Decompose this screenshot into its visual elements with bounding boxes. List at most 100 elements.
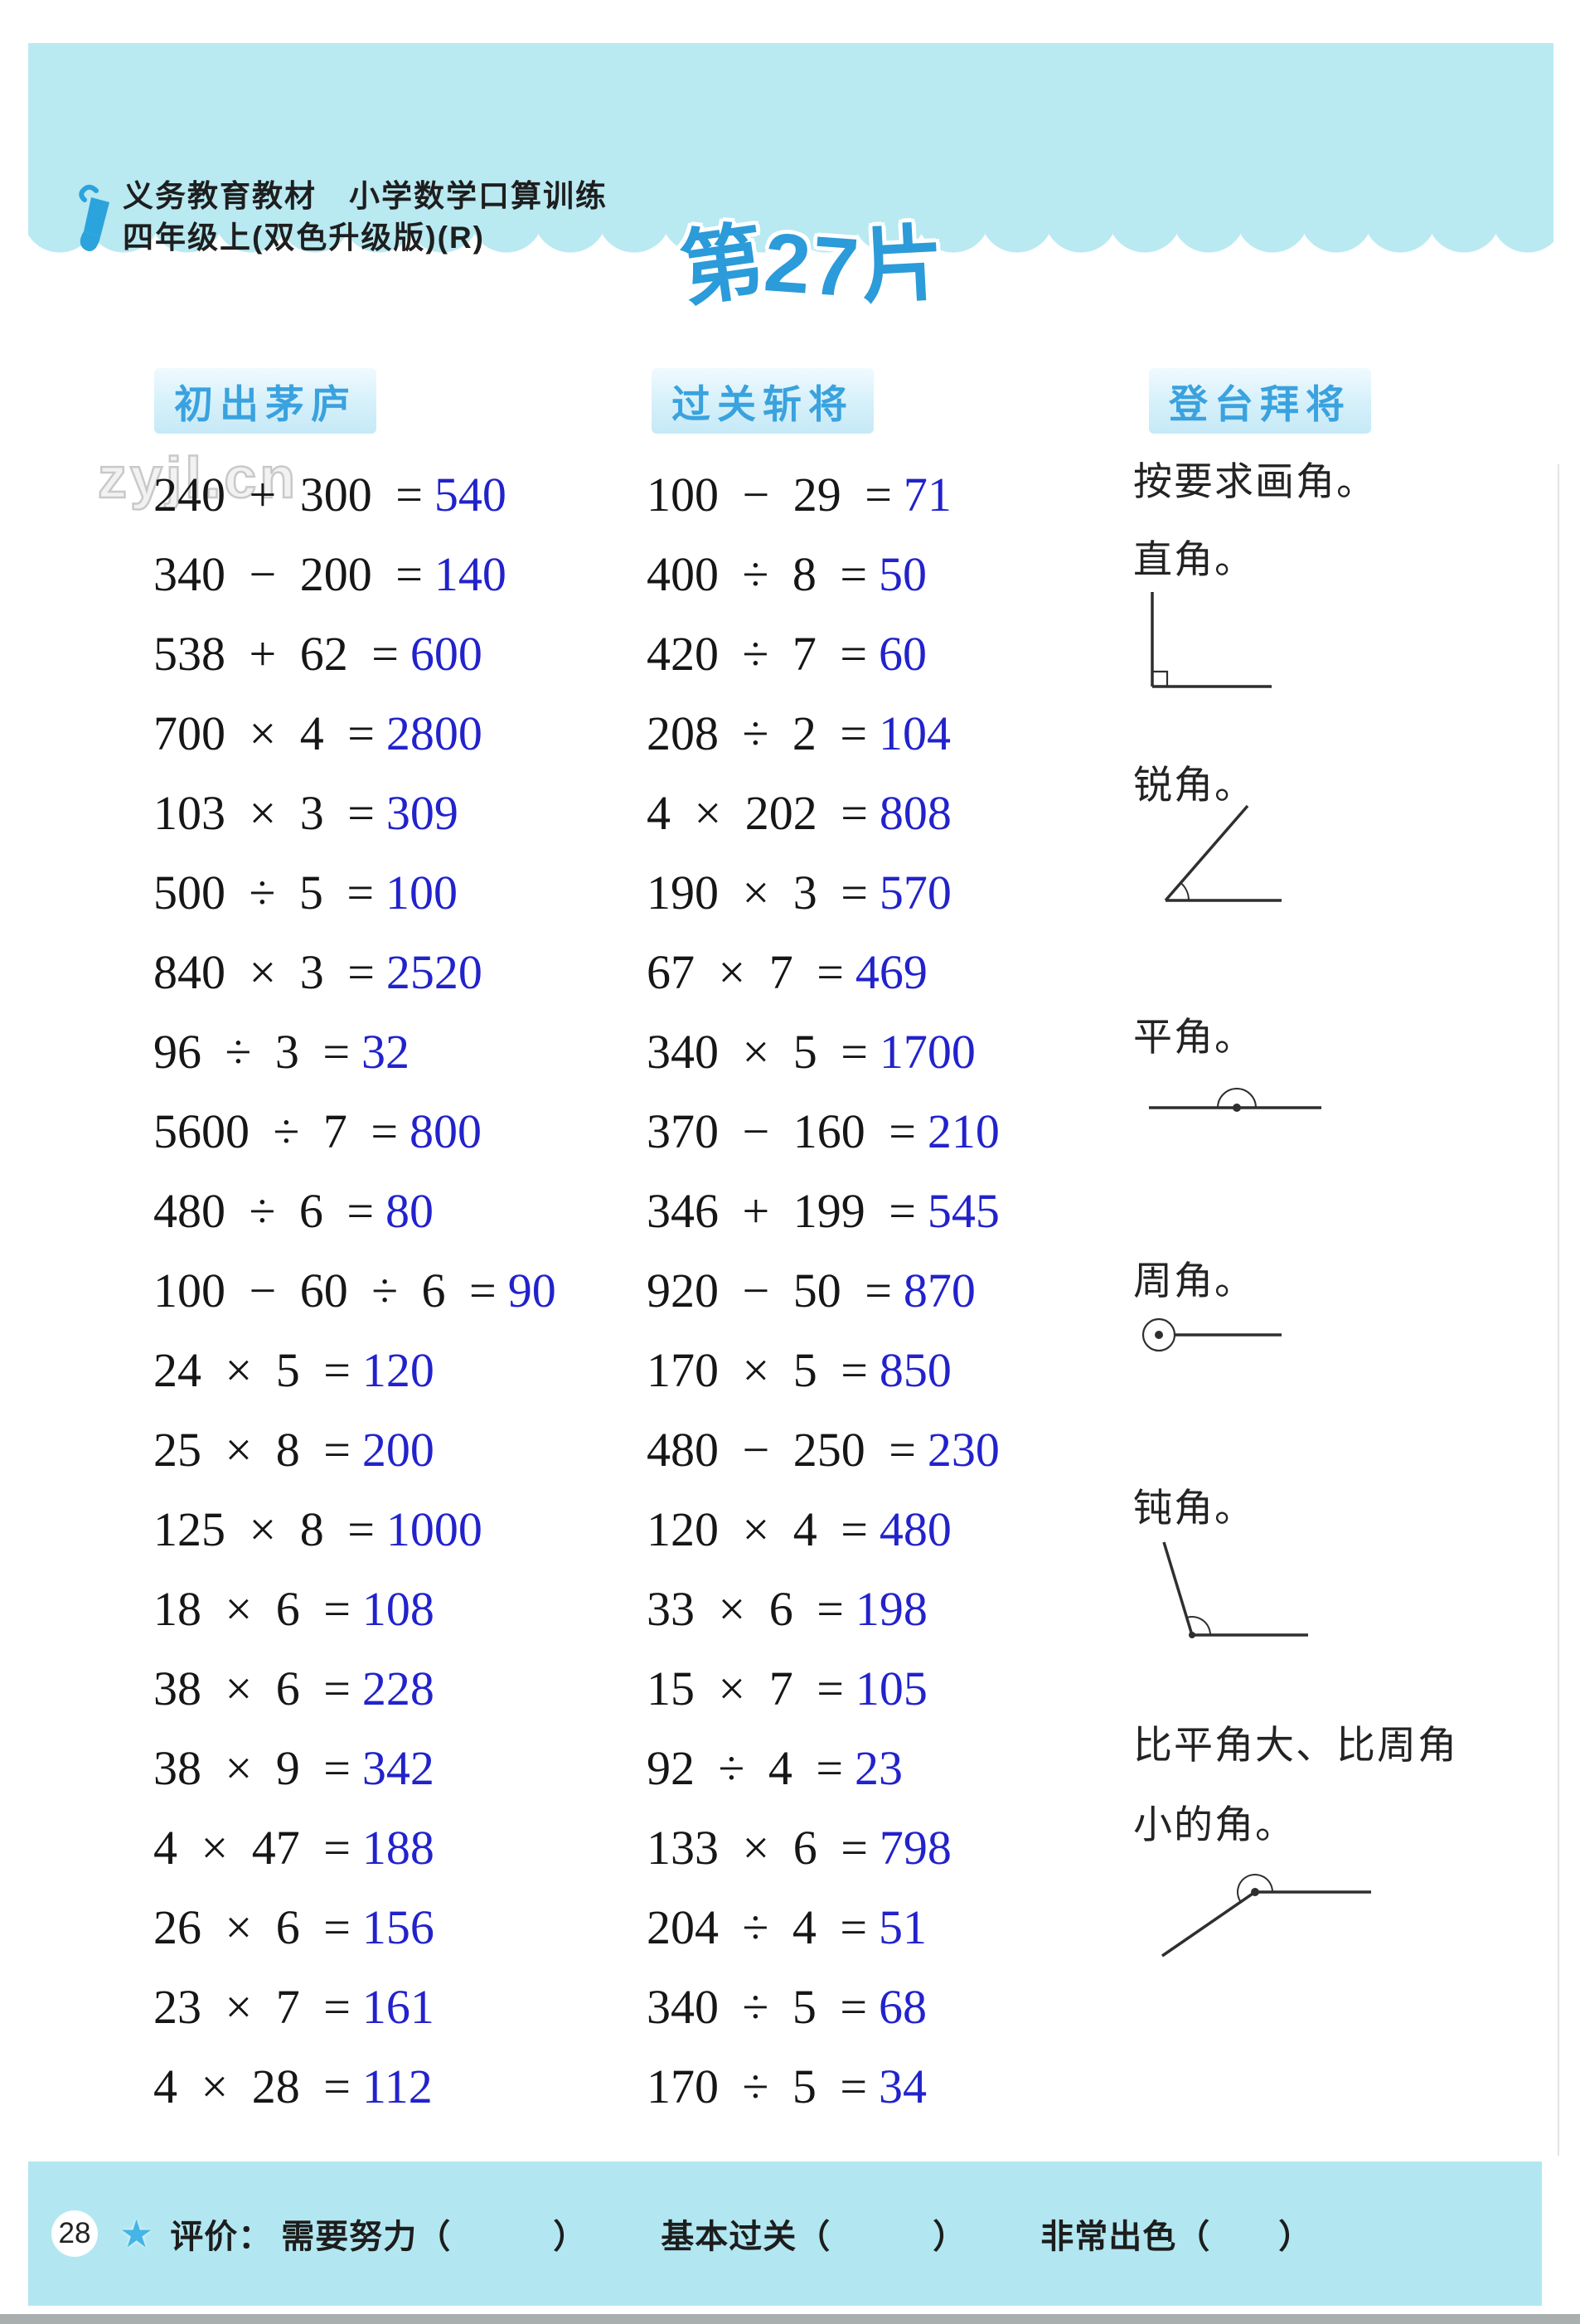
- math-problem-row: 920 − 50 = 870: [647, 1250, 1000, 1330]
- math-problem-row: 4 × 202 = 808: [647, 773, 1000, 852]
- problem-expression: 4 × 47 =: [153, 1820, 351, 1875]
- obtuse-angle-figure: [1154, 1532, 1316, 1644]
- problem-expression: 538 + 62 =: [153, 626, 399, 681]
- math-problem-row: 100 − 60 ÷ 6 = 90: [153, 1250, 556, 1330]
- problem-answer: 32: [361, 1024, 410, 1079]
- page-title: 第27片: [638, 197, 986, 318]
- problem-expression: 480 ÷ 6 =: [153, 1183, 375, 1238]
- section-header-warmup: 初出茅庐: [154, 368, 376, 434]
- problem-answer: 545: [927, 1183, 1000, 1238]
- masthead: 义务教育教材 小学数学口算训练 四年级上(双色升级版)(R): [123, 176, 608, 259]
- problem-answer: 480: [879, 1502, 952, 1556]
- math-problem-row: 420 ÷ 7 = 60: [647, 614, 1000, 693]
- page-title-part: 第: [675, 213, 772, 318]
- watermark: zyjl.cn: [97, 444, 298, 512]
- problem-expression: 18 × 6 =: [153, 1581, 351, 1636]
- math-problem-row: 480 ÷ 6 = 80: [153, 1171, 556, 1250]
- problem-answer: 198: [855, 1581, 928, 1636]
- math-problem-row: 340 × 5 = 1700: [647, 1012, 1000, 1091]
- problem-answer: 309: [385, 785, 458, 840]
- math-problem-row: 33 × 6 = 198: [647, 1569, 1000, 1648]
- problem-answer: 140: [434, 546, 506, 601]
- problem-answer: 1700: [879, 1024, 976, 1079]
- problem-answer: 798: [879, 1820, 952, 1875]
- math-problem-row: 120 × 4 = 480: [647, 1489, 1000, 1569]
- problem-expression: 340 − 200 =: [153, 546, 423, 601]
- page-title-part: 片: [858, 216, 948, 314]
- problem-expression: 4 × 202 =: [647, 785, 868, 840]
- problem-expression: 67 × 7 =: [647, 944, 844, 999]
- math-problem-row: 240 + 300 = 540: [153, 454, 556, 534]
- problem-answer: 71: [903, 467, 952, 522]
- problem-answer: 34: [879, 2059, 928, 2113]
- problem-expression: 103 × 3 =: [153, 785, 375, 840]
- problem-answer: 108: [361, 1581, 434, 1636]
- problem-expression: 700 × 4 =: [153, 706, 375, 760]
- scan-edge-line: [1558, 464, 1559, 2156]
- problem-expression: 208 ÷ 2 =: [647, 706, 868, 760]
- math-problem-row: 103 × 3 = 309: [153, 773, 556, 852]
- math-problem-row: 170 × 5 = 850: [647, 1330, 1000, 1409]
- math-problem-row: 5600 ÷ 7 = 800: [153, 1091, 556, 1171]
- problem-answer: 600: [410, 626, 482, 681]
- problem-answer: 104: [879, 706, 952, 760]
- math-problem-row: 18 × 6 = 108: [153, 1569, 556, 1648]
- problem-answer: 50: [879, 546, 928, 601]
- footer-band: 28 ★ 评价： 需要努力（ ） 基本过关（ ） 非常出色（ ）: [28, 2161, 1542, 2306]
- problem-answer: 188: [361, 1820, 434, 1875]
- problem-expression: 23 × 7 =: [153, 1979, 351, 2034]
- problem-answer: 570: [879, 865, 952, 919]
- math-problem-row: 26 × 6 = 156: [153, 1887, 556, 1967]
- problem-answer: 68: [879, 1979, 928, 2034]
- math-problem-row: 38 × 6 = 228: [153, 1648, 556, 1728]
- problem-answer: 90: [507, 1263, 556, 1317]
- math-problem-row: 190 × 3 = 570: [647, 852, 1000, 932]
- problem-expression: 340 × 5 =: [647, 1024, 868, 1079]
- problem-answer: 120: [361, 1342, 434, 1397]
- page-title-part: 27: [761, 216, 864, 315]
- evaluation-label: 评价：: [170, 2218, 273, 2255]
- problem-expression: 204 ÷ 4 =: [647, 1899, 868, 1954]
- problem-answer: 200: [361, 1422, 434, 1477]
- problem-column-1: 240 + 300 = 540 340 − 200 = 140 538 + 62 = 60…: [153, 454, 556, 2126]
- math-problem-row: 480 − 250 = 230: [647, 1409, 1000, 1489]
- math-problem-row: 208 ÷ 2 = 104: [647, 693, 1000, 773]
- math-problem-row: 25 × 8 = 200: [153, 1409, 556, 1489]
- math-problem-row: 500 ÷ 5 = 100: [153, 852, 556, 932]
- evaluation-option-needs-work: 需要努力（ ）: [281, 2218, 588, 2255]
- page-number-badge: 28: [51, 2210, 98, 2257]
- masthead-logo-icon: [76, 184, 118, 268]
- problem-expression: 25 × 8 =: [153, 1422, 351, 1477]
- math-problem-row: 700 × 4 = 2800: [153, 693, 556, 773]
- straight-angle-label: 平角。: [1133, 1016, 1255, 1060]
- straight-angle-figure: [1144, 1070, 1326, 1116]
- problem-expression: 170 × 5 =: [647, 1342, 868, 1397]
- problem-expression: 346 + 199 =: [647, 1183, 916, 1238]
- math-problem-row: 24 × 5 = 120: [153, 1330, 556, 1409]
- problem-answer: 2800: [385, 706, 482, 760]
- evaluation-option-pass: 基本过关（ ）: [661, 2218, 967, 2255]
- problem-answer: 60: [879, 626, 928, 681]
- problem-expression: 120 × 4 =: [647, 1502, 868, 1556]
- problem-expression: 15 × 7 =: [647, 1661, 844, 1715]
- problem-answer: 230: [927, 1422, 1000, 1477]
- problem-expression: 38 × 9 =: [153, 1740, 351, 1795]
- problem-answer: 850: [879, 1342, 952, 1397]
- evaluation-line: 评价： 需要努力（ ） 基本过关（ ） 非常出色（ ）: [170, 2210, 1312, 2258]
- math-problem-row: 96 ÷ 3 = 32: [153, 1012, 556, 1091]
- math-problem-row: 340 ÷ 5 = 68: [647, 1967, 1000, 2046]
- section-header-challenge: 过关斩将: [652, 368, 874, 434]
- problem-expression: 340 ÷ 5 =: [647, 1979, 868, 2034]
- problem-expression: 38 × 6 =: [153, 1661, 351, 1715]
- masthead-line1: 义务教育教材 小学数学口算训练: [123, 179, 608, 213]
- problem-expression: 100 − 29 =: [647, 467, 892, 522]
- problem-expression: 920 − 50 =: [647, 1263, 892, 1317]
- problem-answer: 870: [903, 1263, 976, 1317]
- problem-answer: 100: [385, 865, 458, 919]
- problem-answer: 80: [385, 1183, 434, 1238]
- reflex-angle-label: 比平角大、比周角小的角。: [1133, 1725, 1458, 1847]
- problem-expression: 480 − 250 =: [647, 1422, 916, 1477]
- problem-answer: 342: [361, 1740, 434, 1795]
- problem-expression: 96 ÷ 3 =: [153, 1024, 351, 1079]
- math-problem-row: 370 − 160 = 210: [647, 1091, 1000, 1171]
